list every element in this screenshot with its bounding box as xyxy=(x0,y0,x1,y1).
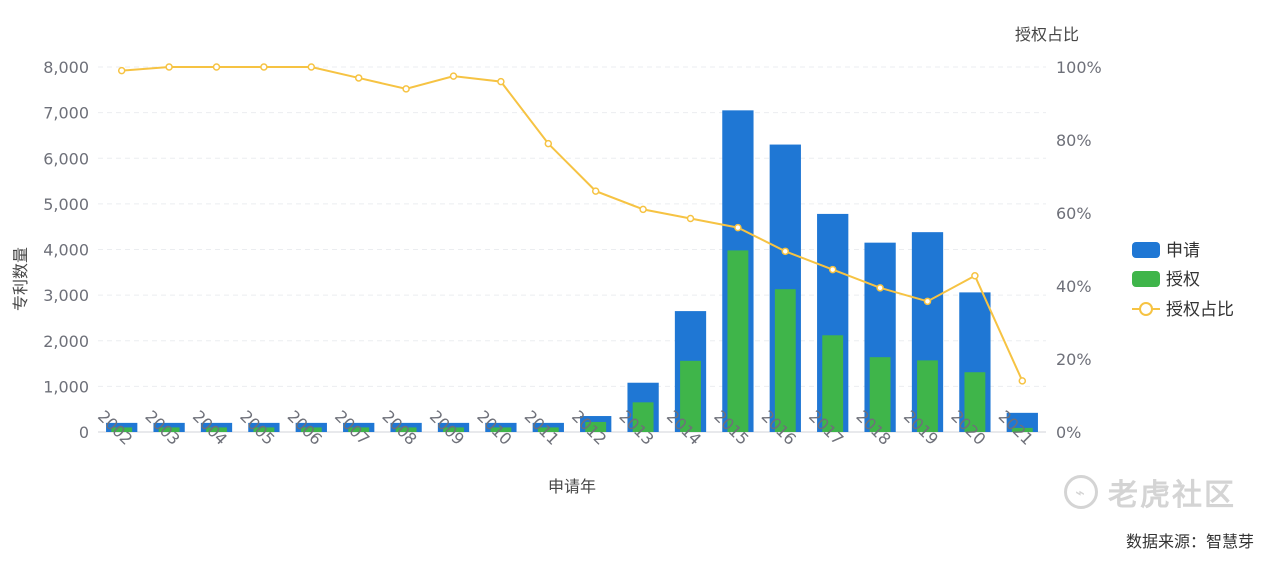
legend-label-ratio: 授权占比 xyxy=(1166,300,1234,320)
left-axis-title: 专利数量 xyxy=(11,247,30,311)
ratio-point[interactable] xyxy=(781,247,790,256)
ratio-point[interactable] xyxy=(354,74,363,82)
right-tick-label: 100% xyxy=(1056,58,1102,77)
legend-swatch-ratio-marker xyxy=(1139,302,1153,316)
ratio-point[interactable] xyxy=(544,139,553,148)
legend-item-apply[interactable]: 申请 xyxy=(1132,241,1200,261)
legend: 申请 授权 授权占比 xyxy=(1132,241,1234,320)
bar-grant[interactable] xyxy=(964,372,986,432)
grid-lines xyxy=(98,66,1046,433)
ratio-point[interactable] xyxy=(591,187,600,195)
bar-grant[interactable] xyxy=(111,427,133,432)
watermark: ⌁ 老虎社区 xyxy=(1064,470,1236,514)
grant-ratio-line xyxy=(117,63,1027,385)
bar-grant[interactable] xyxy=(490,427,512,432)
legend-label-grant: 授权 xyxy=(1166,270,1200,290)
right-tick-label: 0% xyxy=(1056,423,1081,442)
ratio-point[interactable] xyxy=(402,85,410,93)
bar-grant[interactable] xyxy=(348,427,370,432)
bar-grant[interactable] xyxy=(1011,427,1033,432)
right-tick-label: 20% xyxy=(1056,350,1092,369)
source-note: 数据来源：智慧芽 xyxy=(1125,532,1254,551)
left-tick-label: 5,000 xyxy=(43,195,89,214)
left-tick-label: 3,000 xyxy=(43,286,89,305)
grant-series-bars xyxy=(111,250,1033,432)
ratio-point[interactable] xyxy=(497,77,505,86)
bar-grant[interactable] xyxy=(395,427,417,432)
x-tick-label: 2012 xyxy=(568,407,610,449)
bar-grant[interactable] xyxy=(869,357,891,432)
ratio-point[interactable] xyxy=(971,272,979,280)
x-tick-label: 2005 xyxy=(236,407,278,449)
bar-grant[interactable] xyxy=(206,427,227,432)
bar-grant[interactable] xyxy=(822,335,844,432)
ratio-point[interactable] xyxy=(117,66,126,75)
bar-grant[interactable] xyxy=(632,402,654,432)
bar-grant[interactable] xyxy=(680,360,701,432)
x-tick-label: 2008 xyxy=(378,407,420,449)
bar-grant[interactable] xyxy=(253,427,275,432)
ratio-point[interactable] xyxy=(165,63,173,71)
x-axis-title: 申请年 xyxy=(548,477,596,496)
legend-label-apply: 申请 xyxy=(1166,241,1200,261)
left-tick-label: 8,000 xyxy=(43,58,89,77)
ratio-point[interactable] xyxy=(686,214,695,223)
left-tick-label: 2,000 xyxy=(43,332,89,351)
x-tick-label: 2006 xyxy=(284,407,326,449)
x-tick-label: 2007 xyxy=(331,407,373,449)
ratio-point[interactable] xyxy=(307,63,316,71)
x-tick-label: 2009 xyxy=(426,407,468,449)
x-tick-label: 2011 xyxy=(521,407,563,449)
right-tick-label: 80% xyxy=(1056,131,1092,150)
left-tick-label: 6,000 xyxy=(43,149,89,168)
right-axis-ticks: 0% 20% 40% 60% 80% 100% xyxy=(1056,58,1102,442)
left-tick-label: 1,000 xyxy=(43,377,89,396)
x-tick-label: 2002 xyxy=(94,407,136,449)
bar-apply[interactable] xyxy=(1006,412,1038,432)
ratio-point[interactable] xyxy=(212,63,221,71)
tiger-logo-icon: ⌁ xyxy=(1064,475,1098,509)
ratio-point[interactable] xyxy=(1018,377,1027,385)
bar-grant[interactable] xyxy=(774,289,796,432)
ratio-point[interactable] xyxy=(923,297,932,306)
bar-grant[interactable] xyxy=(537,427,559,432)
x-tick-label: 2003 xyxy=(141,407,183,449)
left-axis-ticks: 0 1,000 2,000 3,000 4,000 5,000 6,000 7,000 8,00… xyxy=(43,58,89,442)
legend-swatch-grant xyxy=(1132,271,1160,287)
bar-grant[interactable] xyxy=(727,250,749,432)
left-tick-label: 0 xyxy=(79,423,89,442)
watermark-text: 老虎社区 xyxy=(1108,478,1236,513)
bar-grant[interactable] xyxy=(917,360,938,432)
ratio-point[interactable] xyxy=(639,205,647,214)
ratio-point[interactable] xyxy=(876,284,884,292)
left-tick-label: 7,000 xyxy=(43,104,89,123)
legend-item-ratio[interactable]: 授权占比 xyxy=(1132,300,1234,320)
legend-item-grant[interactable]: 授权 xyxy=(1132,270,1200,290)
right-tick-label: 40% xyxy=(1056,277,1092,296)
bar-grant[interactable] xyxy=(443,427,464,432)
legend-swatch-apply xyxy=(1132,242,1160,258)
right-axis-title: 授权占比 xyxy=(1015,25,1079,44)
x-tick-label: 2004 xyxy=(189,407,231,449)
left-tick-label: 4,000 xyxy=(43,241,89,260)
ratio-point[interactable] xyxy=(260,63,268,71)
ratio-point[interactable] xyxy=(734,223,742,232)
ratio-line-path xyxy=(121,66,1024,382)
bar-grant[interactable] xyxy=(585,421,607,432)
bar-grant[interactable] xyxy=(300,427,322,432)
right-tick-label: 60% xyxy=(1056,204,1092,223)
ratio-point[interactable] xyxy=(449,72,458,80)
x-tick-label: 2010 xyxy=(473,407,515,449)
bar-grant[interactable] xyxy=(158,427,180,432)
ratio-point[interactable] xyxy=(828,265,837,274)
